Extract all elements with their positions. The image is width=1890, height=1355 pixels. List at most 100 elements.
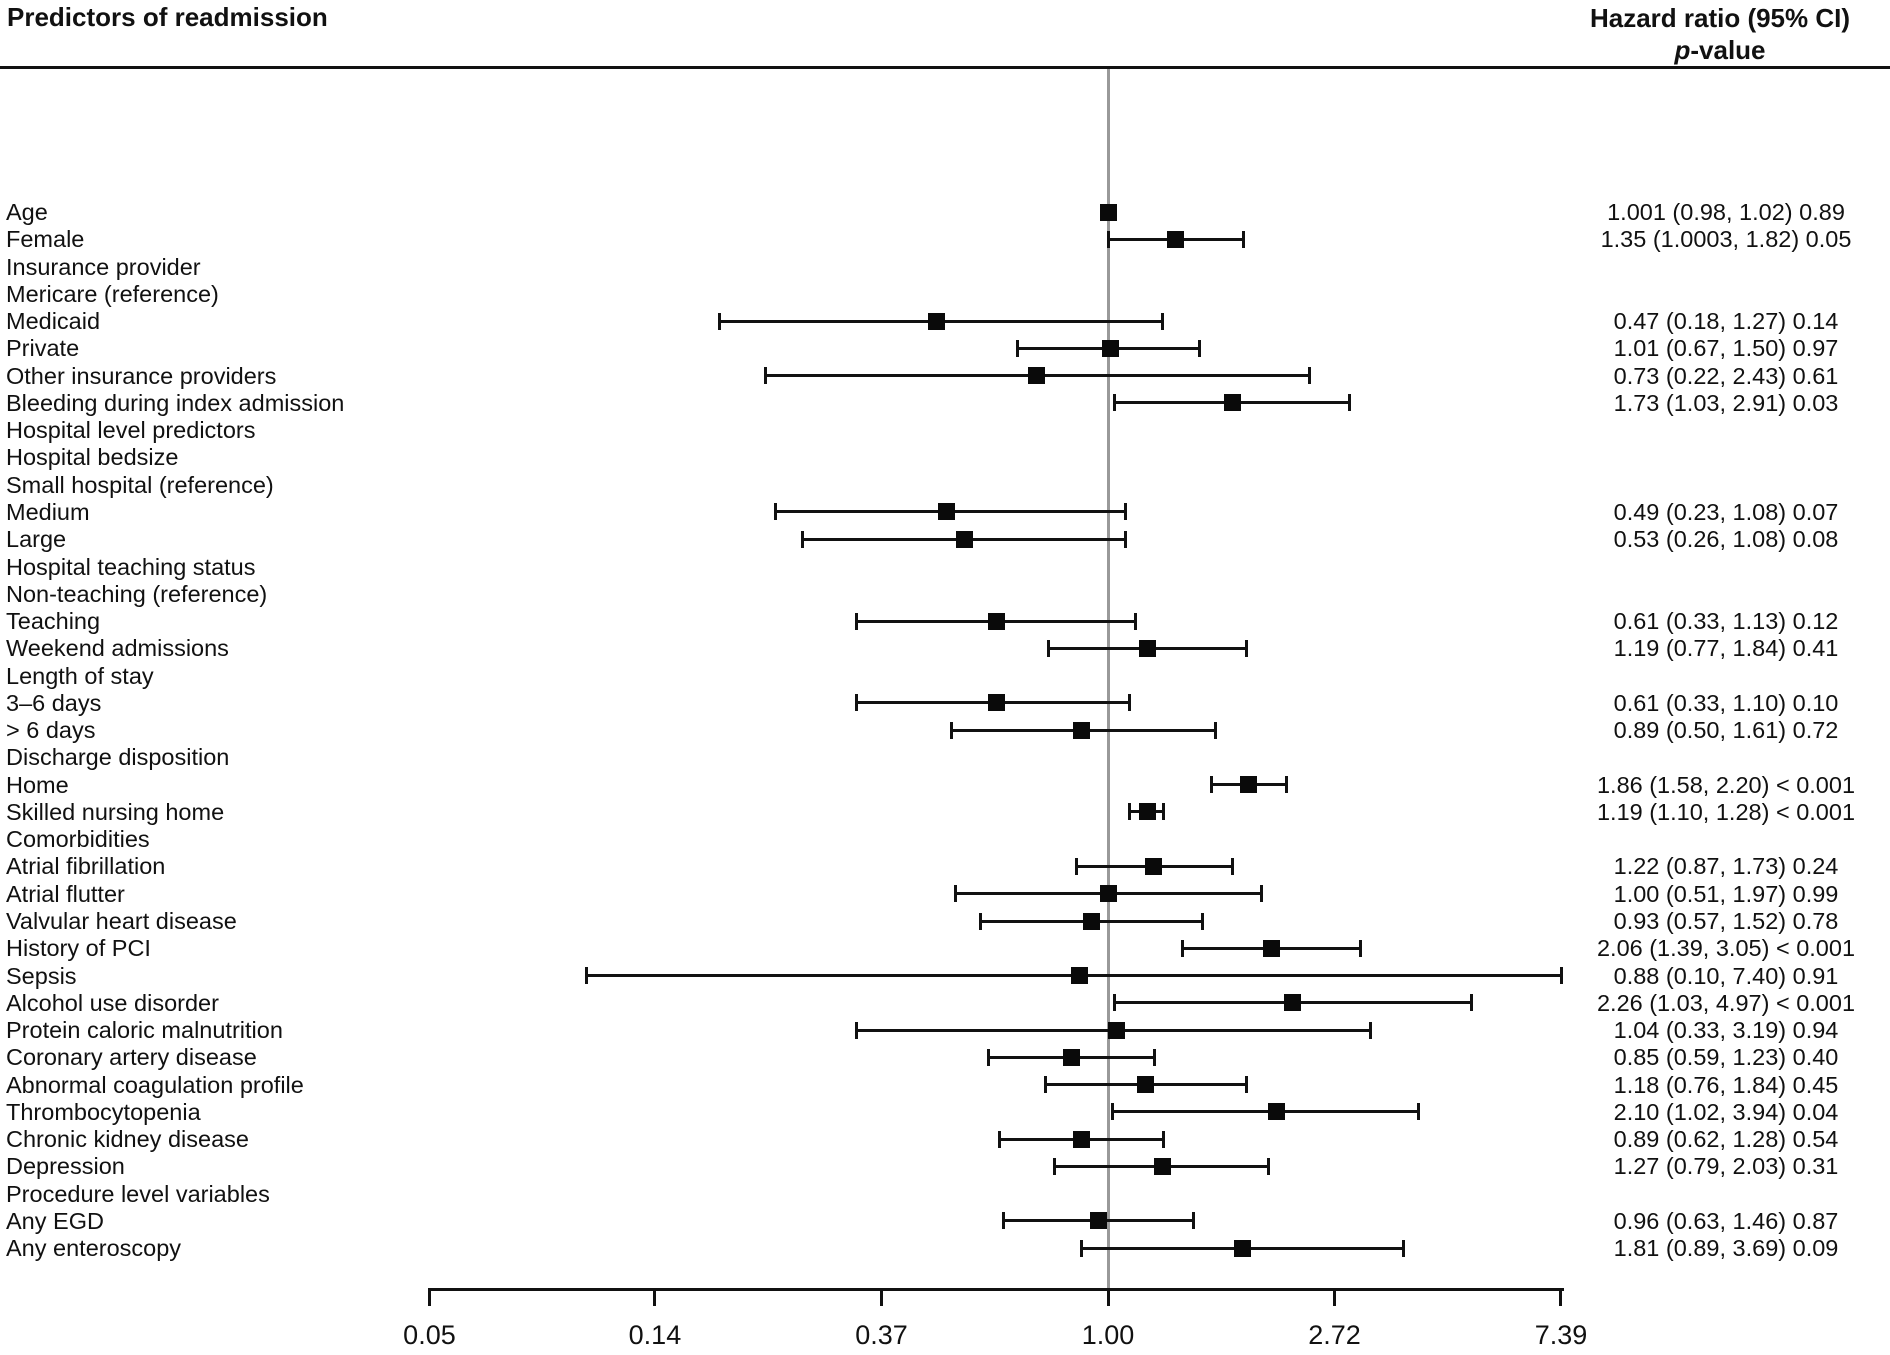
- ci-lower-cap: [1210, 776, 1214, 794]
- row-label: Valvular heart disease: [6, 908, 237, 935]
- ci-upper-cap: [1348, 394, 1352, 412]
- ci-upper-cap: [1198, 339, 1202, 357]
- ci-upper-cap: [1469, 994, 1473, 1012]
- x-axis-tick-label: 7.39: [1534, 1320, 1588, 1350]
- row-group-label: Hospital teaching status: [6, 553, 256, 580]
- row-label: Private: [6, 335, 80, 362]
- row-label: History of PCI: [6, 935, 151, 962]
- row-label: Teaching: [6, 608, 101, 635]
- row-value: 1.35 (1.0003, 1.82) 0.05: [1600, 226, 1852, 253]
- row-label: Medicaid: [6, 308, 101, 335]
- x-axis-tick: [653, 1288, 657, 1306]
- point-estimate-marker: [1073, 721, 1091, 739]
- ci-lower-cap: [584, 967, 588, 985]
- row-value: 2.06 (1.39, 3.05) < 0.001: [1596, 935, 1856, 962]
- point-estimate-marker: [987, 612, 1005, 630]
- row-value: 1.81 (0.89, 3.69) 0.09: [1613, 1235, 1839, 1262]
- ci-upper-cap: [1214, 721, 1218, 739]
- row-value: 0.73 (0.22, 2.43) 0.61: [1613, 362, 1839, 389]
- point-estimate-marker: [1099, 885, 1117, 903]
- ci-lower-cap: [1113, 994, 1117, 1012]
- point-estimate-marker: [1167, 230, 1185, 248]
- x-axis-tick: [427, 1288, 431, 1306]
- point-estimate-marker: [937, 503, 955, 521]
- ci-upper-cap: [1359, 939, 1363, 957]
- ci-lower-cap: [979, 912, 983, 930]
- point-estimate-marker: [955, 530, 973, 548]
- ci-lower-cap: [1015, 339, 1019, 357]
- point-estimate-marker: [1138, 803, 1156, 821]
- ci-upper-cap: [1242, 230, 1246, 248]
- ci-lower-cap: [1181, 939, 1185, 957]
- row-value: 0.89 (0.62, 1.28) 0.54: [1613, 1126, 1839, 1153]
- ci-lower-cap: [855, 694, 859, 712]
- ci-upper-cap: [1266, 1157, 1270, 1175]
- x-axis-tick: [1106, 1288, 1110, 1306]
- hazard-ratio-header: Hazard ratio (95% CI): [1589, 3, 1851, 33]
- point-estimate-marker: [1223, 394, 1241, 412]
- x-axis-tick-label: 2.72: [1308, 1320, 1361, 1350]
- point-estimate-marker: [1240, 776, 1258, 794]
- value-column-header: Hazard ratio (95% CI) p-value: [1552, 2, 1888, 66]
- ci-lower-cap: [953, 885, 957, 903]
- point-estimate-marker: [1101, 339, 1119, 357]
- pvalue-header-p: p: [1674, 35, 1691, 65]
- row-value: 0.61 (0.33, 1.10) 0.10: [1613, 689, 1839, 716]
- point-estimate-marker: [1070, 967, 1088, 985]
- ci-lower-cap: [763, 367, 767, 385]
- point-estimate-marker: [1267, 1103, 1285, 1121]
- row-value: 0.47 (0.18, 1.27) 0.14: [1613, 308, 1839, 335]
- row-label: Chronic kidney disease: [6, 1126, 249, 1153]
- ci-upper-cap: [1192, 1212, 1196, 1230]
- point-estimate-marker: [1233, 1239, 1251, 1257]
- row-value: 1.001 (0.98, 1.02) 0.89: [1607, 199, 1845, 225]
- ci-upper-cap: [1244, 1076, 1248, 1094]
- ci-upper-cap: [1244, 639, 1248, 657]
- row-label: Alcohol use disorder: [6, 989, 219, 1016]
- row-value: 1.86 (1.58, 2.20) < 0.001: [1596, 771, 1856, 798]
- row-value: 0.85 (0.59, 1.23) 0.40: [1613, 1044, 1839, 1071]
- row-label: Sepsis: [6, 962, 77, 989]
- row-label: Large: [6, 526, 67, 553]
- ci-lower-cap: [1113, 394, 1117, 412]
- pvalue-header: p-value: [1552, 34, 1888, 66]
- row-value: 2.10 (1.02, 3.94) 0.04: [1613, 1098, 1839, 1125]
- row-label: Protein caloric malnutrition: [6, 1017, 283, 1044]
- row-value: 0.53 (0.26, 1.08) 0.08: [1613, 526, 1839, 553]
- point-estimate-marker: [1153, 1157, 1171, 1175]
- row-value: 0.49 (0.23, 1.08) 0.07: [1613, 498, 1839, 525]
- x-axis-line: [429, 1288, 1564, 1291]
- ci-upper-cap: [1134, 612, 1138, 630]
- row-value: 1.19 (1.10, 1.28) < 0.001: [1596, 798, 1856, 825]
- ci-lower-cap: [1110, 1103, 1114, 1121]
- ci-upper-cap: [1260, 885, 1264, 903]
- ci-lower-cap: [773, 503, 777, 521]
- row-value: 1.00 (0.51, 1.97) 0.99: [1613, 880, 1839, 907]
- point-estimate-marker: [1284, 994, 1302, 1012]
- row-group-label: Insurance provider: [6, 253, 201, 280]
- row-label: Any EGD: [6, 1207, 104, 1234]
- row-label: Coronary artery disease: [6, 1044, 257, 1071]
- point-estimate-marker: [1108, 1021, 1126, 1039]
- row-label: Abnormal coagulation profile: [6, 1071, 304, 1098]
- row-value: 1.19 (0.77, 1.84) 0.41: [1613, 635, 1839, 662]
- row-value: 1.01 (0.67, 1.50) 0.97: [1613, 335, 1839, 362]
- row-label: Atrial flutter: [6, 880, 125, 907]
- row-group-label: Small hospital (reference): [6, 471, 274, 498]
- point-estimate-marker: [1083, 912, 1101, 930]
- row-value: 0.88 (0.10, 7.40) 0.91: [1613, 962, 1839, 989]
- row-value: 1.18 (0.76, 1.84) 0.45: [1613, 1071, 1839, 1098]
- row-label: Medium: [6, 498, 90, 525]
- row-label: 3–6 days: [6, 689, 102, 716]
- ci-lower-cap: [801, 530, 805, 548]
- row-label: Female: [6, 226, 85, 253]
- x-axis-tick-label: 1.00: [1081, 1320, 1135, 1350]
- ci-lower-cap: [986, 1048, 990, 1066]
- ci-lower-cap: [718, 312, 722, 330]
- row-value: 1.73 (1.03, 2.91) 0.03: [1613, 389, 1839, 416]
- row-value: 0.93 (0.57, 1.52) 0.78: [1613, 908, 1839, 935]
- row-value: 0.89 (0.50, 1.61) 0.72: [1613, 717, 1839, 744]
- point-estimate-marker: [1144, 857, 1162, 875]
- row-value: 2.26 (1.03, 4.97) < 0.001: [1596, 989, 1856, 1016]
